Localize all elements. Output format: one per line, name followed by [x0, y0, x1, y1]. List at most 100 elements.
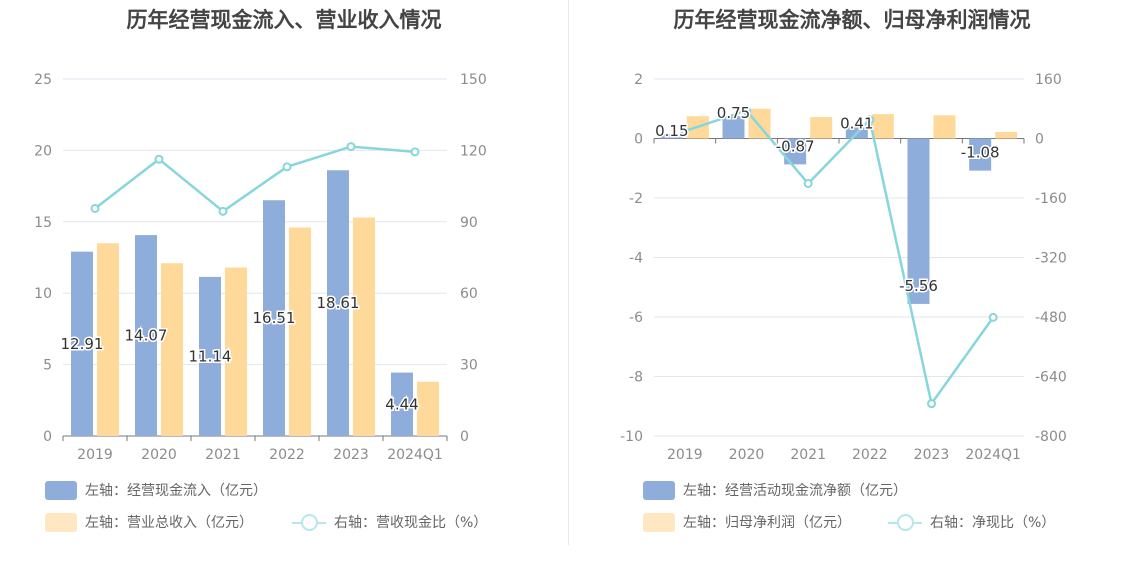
legend-label: 左轴：营业总收入（亿元）	[85, 515, 253, 531]
legend-label: 右轴：净现比（%）	[930, 515, 1056, 531]
bar-primary	[199, 276, 221, 436]
bar-secondary	[225, 267, 247, 436]
line-point	[218, 206, 228, 216]
x-tick-label: 2020	[141, 447, 177, 463]
left-chart-panel: 历年经营现金流入、营业收入情况 0 5 10 15 20 25 0 30 60 90 120 150 2…	[34, 8, 487, 532]
bar-primary	[71, 251, 93, 436]
bar-data-label: -0.87	[776, 137, 815, 155]
bar-primary	[660, 134, 683, 139]
y-right-tick-label: -480	[1035, 310, 1067, 326]
y-right-tick-label: -160	[1035, 191, 1067, 207]
legend-item-cash-inflow[interactable]: 左轴：经营现金流入（亿元）	[45, 480, 267, 500]
bar-secondary	[289, 227, 311, 436]
right-chart-panel: 历年经营现金流净额、归母净利润情况 2 0 -2 -4 -6 -8 -10 160 0 -160 -…	[570, 0, 1134, 582]
x-tick-label: 2021	[790, 447, 826, 463]
legend-line-swatch	[888, 513, 922, 532]
line-point	[90, 203, 100, 213]
bar-data-label: 11.14	[189, 347, 232, 365]
line-point	[803, 178, 813, 188]
chart-title: 历年经营现金流入、营业收入情况	[126, 8, 442, 32]
right-chart-svg: 2 0 -2 -4 -6 -8 -10 160 0 -160 -320 -480 -640 -800 201…	[620, 72, 1067, 463]
legend-item-net-operating-cash-flow[interactable]: 左轴：经营活动现金流净额（亿元）	[643, 480, 907, 500]
y-left-tick-label: 25	[34, 72, 52, 88]
x-tick-label: 2020	[729, 447, 765, 463]
panel-divider	[568, 0, 569, 545]
y-right-tick-label: 150	[460, 72, 487, 88]
bar-primary	[969, 138, 992, 171]
x-tick-label: 2022	[269, 447, 305, 463]
bar-primary	[722, 116, 745, 139]
y-right-tick-label: 160	[1035, 72, 1062, 88]
x-tick-label: 2021	[205, 447, 241, 463]
line-point	[865, 115, 875, 125]
line-point	[927, 399, 936, 409]
y-left-tick-label: -2	[629, 191, 643, 207]
y-right-tick-label: 0	[1035, 132, 1044, 148]
legend-item-net-cash-ratio[interactable]: 右轴：净现比（%）	[888, 512, 1055, 532]
bar-data-label: -5.56	[899, 277, 938, 295]
legend-item-revenue[interactable]: 左轴：营业总收入（亿元）	[45, 512, 253, 532]
x-tick-label: 2023	[333, 447, 369, 463]
bar-data-label: 0.41	[840, 114, 873, 132]
bar-primary	[263, 200, 285, 436]
line-point	[346, 142, 356, 152]
y-left-tick-label: 15	[34, 215, 52, 231]
bar-primary	[135, 235, 157, 436]
y-right-tick-label: 120	[460, 143, 487, 159]
legend-label: 左轴：归母净利润（亿元）	[683, 515, 851, 531]
bar-primary	[784, 138, 807, 165]
bar-secondary	[810, 117, 833, 139]
line-point	[410, 147, 420, 157]
left-legend: 左轴：经营现金流入（亿元） 左轴：营业总收入（亿元） 右轴：营收现金比（%）	[45, 480, 487, 532]
x-tick-label: 2024Q1	[387, 447, 443, 463]
bar-secondary	[871, 114, 894, 139]
y-left-tick-label: -10	[620, 429, 643, 445]
line-point	[680, 126, 690, 136]
right-legend: 左轴：经营活动现金流净额（亿元） 左轴：归母净利润（亿元） 右轴：净现比（%）	[570, 0, 1134, 582]
bar-data-label: 4.44	[385, 395, 418, 413]
y-left-tick-label: 2	[634, 72, 643, 88]
y-right-tick-label: 60	[460, 286, 478, 302]
bar-secondary	[161, 263, 183, 436]
x-tick-label: 2023	[914, 447, 950, 463]
legend-swatch	[643, 480, 675, 500]
bar-secondary	[97, 243, 119, 436]
x-tick-label: 2019	[667, 447, 703, 463]
bar-data-label: 0.15	[655, 122, 688, 140]
legend-item-cash-revenue-ratio[interactable]: 右轴：营收现金比（%）	[292, 512, 487, 532]
legend-line-swatch	[292, 513, 326, 532]
bar-data-label: 0.75	[717, 104, 750, 122]
chart-title: 历年经营现金流净额、归母净利润情况	[673, 8, 1031, 32]
legend-label: 左轴：经营活动现金流净额（亿元）	[683, 483, 907, 499]
line-point	[154, 154, 164, 164]
bar-data-label: 16.51	[253, 309, 296, 327]
legend-label: 右轴：营收现金比（%）	[334, 515, 488, 531]
bar-secondary	[933, 115, 956, 139]
y-left-tick-label: -8	[629, 370, 643, 386]
bar-data-label: 14.07	[125, 327, 168, 345]
line-series	[94, 145, 416, 213]
legend-swatch	[643, 512, 675, 532]
bar-data-label: -1.08	[961, 144, 1000, 162]
y-left-tick-label: 20	[34, 143, 52, 159]
bar-secondary	[995, 131, 1018, 139]
y-right-tick-label: 90	[460, 215, 478, 231]
bar-primary	[327, 170, 349, 436]
line-point	[742, 106, 751, 116]
y-right-tick-label: 0	[460, 429, 469, 445]
left-chart-svg: 0 5 10 15 20 25 0 30 60 90 120 150 2019 2020 2021 2022 2…	[34, 72, 487, 463]
y-left-tick-label: 5	[43, 358, 52, 374]
bar-secondary	[417, 381, 439, 436]
legend-swatch	[45, 512, 77, 532]
y-right-tick-label: -640	[1035, 370, 1067, 386]
y-right-tick-label: 30	[460, 358, 478, 374]
line-point	[282, 162, 292, 172]
bar-primary	[391, 372, 413, 436]
legend-swatch	[45, 480, 77, 500]
legend-item-net-profit[interactable]: 左轴：归母净利润（亿元）	[643, 512, 851, 532]
y-left-tick-label: -4	[629, 251, 643, 267]
y-left-tick-label: 10	[34, 286, 52, 302]
legend-label: 左轴：经营现金流入（亿元）	[85, 483, 267, 499]
y-left-tick-label: 0	[43, 429, 52, 445]
x-tick-label: 2019	[77, 447, 113, 463]
